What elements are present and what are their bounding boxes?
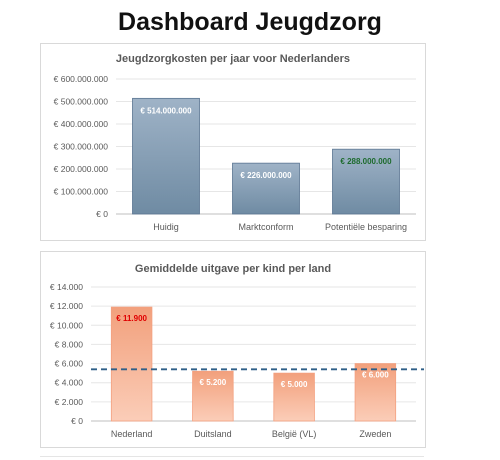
bar: [332, 148, 400, 215]
bar: [110, 306, 153, 422]
y-tick-label: € 100.000.000: [54, 187, 109, 197]
category-label: Zweden: [359, 429, 391, 439]
cost-chart-panel: Jeugdzorgkosten per jaar voor Nederlande…: [40, 43, 426, 241]
y-tick-label: € 600.000.000: [54, 74, 109, 84]
y-tick-label: € 2.000: [55, 397, 84, 407]
y-tick-label: € 0: [96, 209, 108, 219]
category-label: Potentiële besparing: [325, 222, 407, 232]
bar: [354, 363, 397, 422]
y-tick-label: € 14.000: [50, 282, 83, 292]
data-label: € 5.000: [281, 380, 308, 389]
category-label: Huidig: [153, 222, 179, 232]
page-title: Dashboard Jeugdzorg: [118, 8, 382, 36]
bar: [192, 370, 234, 422]
data-label: € 5.200: [200, 378, 227, 387]
y-tick-label: € 12.000: [50, 301, 83, 311]
spending-per-child-chart-panel: Gemiddelde uitgave per kind per land € 0 €…: [40, 251, 426, 448]
y-tick-label: € 400.000.000: [54, 119, 109, 129]
cost-chart: Jeugdzorgkosten per jaar voor Nederlande…: [54, 53, 416, 232]
spending-per-child-chart: Gemiddelde uitgave per kind per land € 0 €…: [50, 263, 424, 439]
category-label: Duitsland: [194, 429, 232, 439]
data-label: € 226.000.000: [240, 171, 292, 180]
divider: [40, 456, 424, 457]
y-tick-label: € 0: [71, 416, 83, 426]
bar: [232, 162, 300, 215]
y-tick-label: € 6.000: [55, 359, 84, 369]
y-tick-label: € 500.000.000: [54, 97, 109, 107]
y-tick-label: € 300.000.000: [54, 142, 109, 152]
y-tick-label: € 4.000: [55, 378, 84, 388]
y-tick-label: € 8.000: [55, 339, 84, 349]
y-tick-label: € 10.000: [50, 320, 83, 330]
data-label: € 514.000.000: [140, 106, 192, 115]
data-label: € 288.000.000: [340, 157, 392, 166]
category-label: Nederland: [111, 429, 153, 439]
chart-title: Gemiddelde uitgave per kind per land: [135, 263, 331, 275]
y-tick-label: € 200.000.000: [54, 164, 109, 174]
category-label: Marktconform: [238, 222, 293, 232]
chart-title: Jeugdzorgkosten per jaar voor Nederlande…: [116, 53, 350, 65]
category-label: België (VL): [272, 429, 317, 439]
bar: [273, 372, 315, 422]
bar: [132, 97, 200, 215]
data-label: € 6.000: [362, 371, 389, 380]
data-label: € 11.900: [116, 314, 147, 323]
